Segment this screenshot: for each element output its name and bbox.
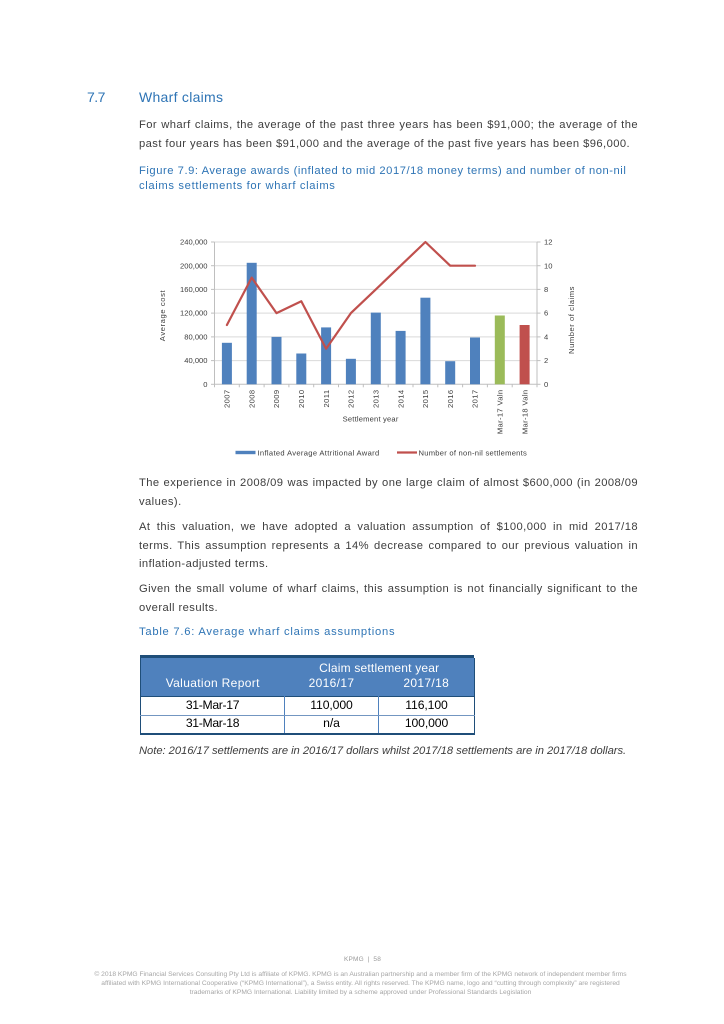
svg-text:40,000: 40,000 — [184, 356, 207, 365]
svg-text:0: 0 — [544, 380, 548, 389]
svg-text:2014: 2014 — [396, 390, 405, 409]
svg-text:Settlement year: Settlement year — [343, 415, 399, 424]
svg-text:6: 6 — [544, 309, 548, 318]
svg-text:200,000: 200,000 — [180, 261, 207, 270]
svg-text:2012: 2012 — [347, 390, 356, 409]
svg-text:Mar-18 Valn: Mar-18 Valn — [520, 390, 529, 435]
svg-text:2008: 2008 — [247, 390, 256, 409]
svg-text:Mar-17 Valn: Mar-17 Valn — [496, 390, 505, 435]
svg-text:2015: 2015 — [421, 390, 430, 409]
svg-text:2: 2 — [544, 356, 548, 365]
svg-text:Average cost: Average cost — [158, 290, 167, 342]
svg-text:80,000: 80,000 — [184, 333, 207, 342]
svg-text:120,000: 120,000 — [180, 309, 207, 318]
svg-text:0: 0 — [203, 380, 207, 389]
svg-text:Number of claims: Number of claims — [567, 286, 576, 354]
svg-text:Number of non-nil settlements: Number of non-nil settlements — [419, 448, 528, 457]
svg-text:12: 12 — [544, 238, 552, 247]
svg-text:2007: 2007 — [223, 390, 232, 409]
svg-text:Inflated Average Attritional A: Inflated Average Attritional Award — [258, 448, 380, 457]
svg-text:10: 10 — [544, 261, 552, 270]
svg-text:2016: 2016 — [446, 390, 455, 409]
svg-text:2013: 2013 — [372, 390, 381, 409]
svg-text:240,000: 240,000 — [180, 238, 207, 247]
svg-text:8: 8 — [544, 285, 548, 294]
svg-text:160,000: 160,000 — [180, 285, 207, 294]
svg-text:2010: 2010 — [297, 390, 306, 409]
svg-text:2017: 2017 — [471, 390, 480, 409]
svg-text:2009: 2009 — [272, 390, 281, 409]
svg-text:2011: 2011 — [322, 390, 331, 408]
svg-text:4: 4 — [544, 333, 548, 342]
